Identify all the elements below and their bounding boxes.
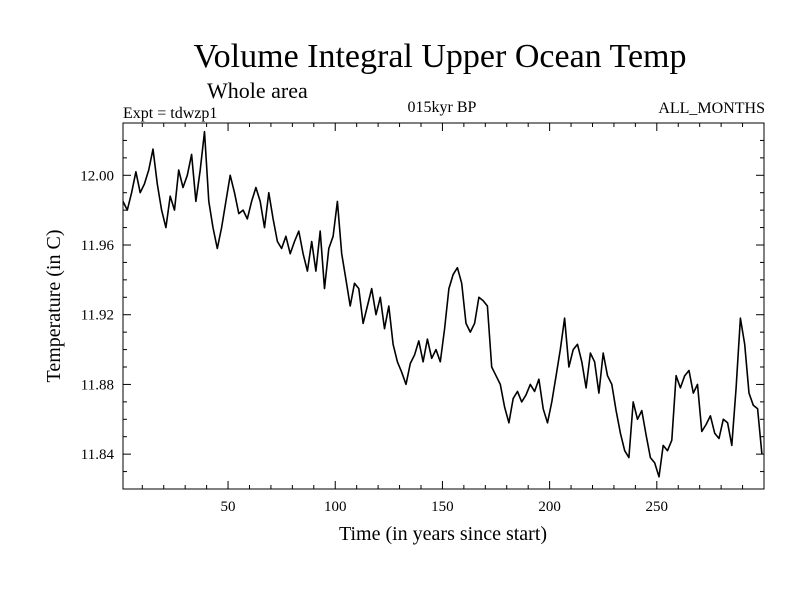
y-tick-labels: 11.84 11.88 11.92 11.96 12.00 [80, 168, 114, 463]
x-tick-label: 100 [324, 499, 347, 515]
temperature-series-line [122, 130, 763, 478]
y-tick-label: 11.84 [81, 447, 115, 463]
x-tick-label: 200 [538, 499, 561, 515]
y-tick-label: 11.96 [81, 238, 115, 254]
chart-title: Volume Integral Upper Ocean Temp [194, 38, 687, 75]
x-tick-label: 150 [431, 499, 454, 515]
chart-subtitle: Whole area [207, 78, 308, 103]
axis-ticks [123, 122, 765, 490]
y-axis-label: Temperature (in C) [43, 230, 65, 383]
y-tick-label: 11.88 [81, 377, 114, 393]
x-tick-label: 250 [646, 499, 669, 515]
y-tick-label: 12.00 [80, 168, 114, 184]
x-tick-label: 50 [221, 499, 236, 515]
x-tick-labels: 50 100 150 200 250 [221, 499, 669, 515]
y-tick-label: 11.92 [81, 308, 114, 324]
months-label: ALL_MONTHS [658, 100, 765, 117]
period-label: 015kyr BP [408, 99, 477, 116]
x-axis-label: Time (in years since start) [339, 523, 547, 545]
plot-frame [122, 122, 765, 490]
experiment-label: Expt = tdwzp1 [123, 105, 217, 122]
